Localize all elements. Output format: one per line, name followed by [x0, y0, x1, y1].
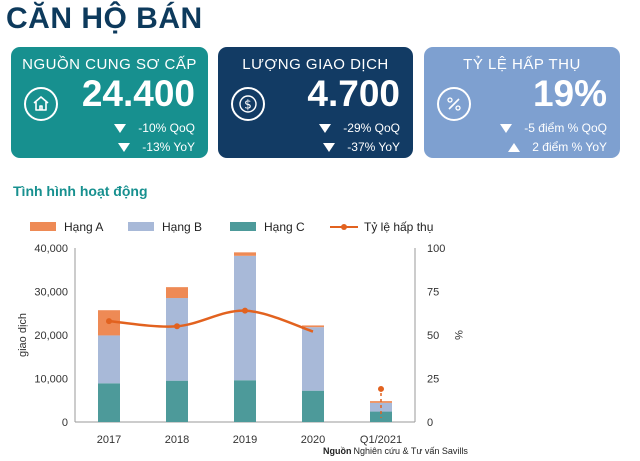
x-tick-label: 2019 — [233, 434, 257, 446]
absorption-yoy-text: 2 điểm % YoY — [532, 140, 607, 154]
y-tick-label: 20,000 — [34, 330, 68, 342]
source-note: Nguồn Nghiên cứu & Tư vấn Savills — [323, 446, 468, 456]
percent-icon — [437, 87, 471, 121]
bar-hang-b — [166, 298, 188, 381]
transactions-qoq: -29% QoQ — [319, 121, 400, 135]
house-icon — [24, 87, 58, 121]
x-tick-label: Q1/2021 — [360, 434, 402, 446]
section-title: Tình hình hoạt động — [13, 183, 148, 199]
y2-tick-label: 25 — [427, 374, 439, 386]
transactions-yoy: -37% YoY — [323, 140, 400, 154]
legend-label: Hạng C — [264, 220, 305, 234]
y-tick-label: 10,000 — [34, 374, 68, 386]
absorption-point — [242, 307, 248, 314]
legend-swatch-hang-b — [128, 222, 154, 231]
y-axis-title: giao dịch — [17, 313, 29, 357]
bar-hang-b — [234, 255, 256, 381]
bar-hang-c — [166, 380, 188, 422]
supply-qoq-text: -10% QoQ — [138, 121, 195, 135]
legend-marker-absorption — [341, 224, 347, 230]
absorption-point — [174, 323, 180, 330]
down-arrow-icon — [114, 123, 127, 133]
page-title: CĂN HỘ BÁN — [6, 2, 203, 35]
legend-swatch-hang-a — [30, 222, 56, 231]
x-tick-label: 2017 — [97, 434, 121, 446]
legend-label: Hạng B — [162, 220, 202, 234]
up-arrow-icon — [508, 142, 521, 152]
bar-hang-b — [98, 335, 120, 384]
bar-hang-a — [234, 252, 256, 256]
supply-yoy: -13% YoY — [118, 140, 195, 154]
x-tick-label: 2018 — [165, 434, 189, 446]
y-tick-label: 40,000 — [34, 243, 68, 255]
absorption-qoq: -5 điểm % QoQ — [500, 121, 607, 135]
bar-hang-c — [302, 390, 324, 422]
bar-hang-a — [302, 325, 324, 328]
absorption-card: TỶ LỆ HẤP THỤ 19% -5 điểm % QoQ 2 điểm %… — [424, 47, 620, 158]
supply-qoq: -10% QoQ — [114, 121, 195, 135]
source-label: Nguồn — [323, 446, 352, 456]
performance-chart: 0 10,000 20,000 30,000 40,000 0 25 50 75 100 giao … — [17, 220, 464, 446]
svg-text:$: $ — [244, 98, 252, 112]
down-arrow-icon — [500, 123, 513, 133]
supply-value: 24.400 — [81, 73, 195, 114]
absorption-line — [108, 309, 314, 333]
y2-tick-label: 75 — [427, 287, 439, 299]
transactions-yoy-text: -37% YoY — [347, 140, 400, 154]
legend-label: Hạng A — [64, 220, 103, 234]
down-arrow-icon — [118, 142, 131, 152]
legend-swatch-hang-c — [230, 222, 256, 231]
absorption-value: 19% — [532, 73, 607, 114]
supply-yoy-text: -13% YoY — [142, 140, 195, 154]
dollar-coin-icon: $ — [231, 87, 265, 121]
supply-card: NGUỒN CUNG SƠ CẤP 24.400 -10% QoQ -13% Y… — [11, 47, 208, 158]
y-tick-label: 0 — [62, 417, 68, 429]
down-arrow-icon — [323, 142, 336, 152]
transactions-qoq-text: -29% QoQ — [343, 121, 400, 135]
absorption-yoy: 2 điểm % YoY — [508, 140, 607, 154]
legend-label: Tỷ lệ hấp thụ — [364, 220, 433, 234]
transactions-label: LƯỢNG GIAO DỊCH — [242, 56, 389, 73]
absorption-qoq-text: -5 điểm % QoQ — [524, 121, 607, 135]
supply-label: NGUỒN CUNG SƠ CẤP — [22, 56, 197, 73]
y2-tick-label: 50 — [427, 330, 439, 342]
transactions-value: 4.700 — [307, 73, 400, 114]
transactions-card: LƯỢNG GIAO DỊCH $ 4.700 -29% QoQ -37% Yo… — [218, 47, 413, 158]
bar-hang-b — [302, 327, 324, 391]
down-arrow-icon — [319, 123, 332, 133]
y-tick-label: 30,000 — [34, 287, 68, 299]
y2-tick-label: 100 — [427, 243, 445, 255]
absorption-point — [378, 385, 384, 392]
bar-hang-a — [370, 401, 392, 403]
bar-hang-c — [234, 380, 256, 422]
source-text: Nghiên cứu & Tư vấn Savills — [353, 446, 468, 456]
absorption-label: TỶ LỆ HẤP THỤ — [463, 56, 581, 73]
y2-axis-title: % — [452, 330, 464, 340]
bar-hang-a — [166, 287, 188, 299]
bar-hang-c — [98, 383, 120, 422]
bar-hang-c — [370, 411, 392, 422]
y2-tick-label: 0 — [427, 417, 433, 429]
x-tick-label: 2020 — [301, 434, 325, 446]
absorption-point — [106, 318, 112, 325]
